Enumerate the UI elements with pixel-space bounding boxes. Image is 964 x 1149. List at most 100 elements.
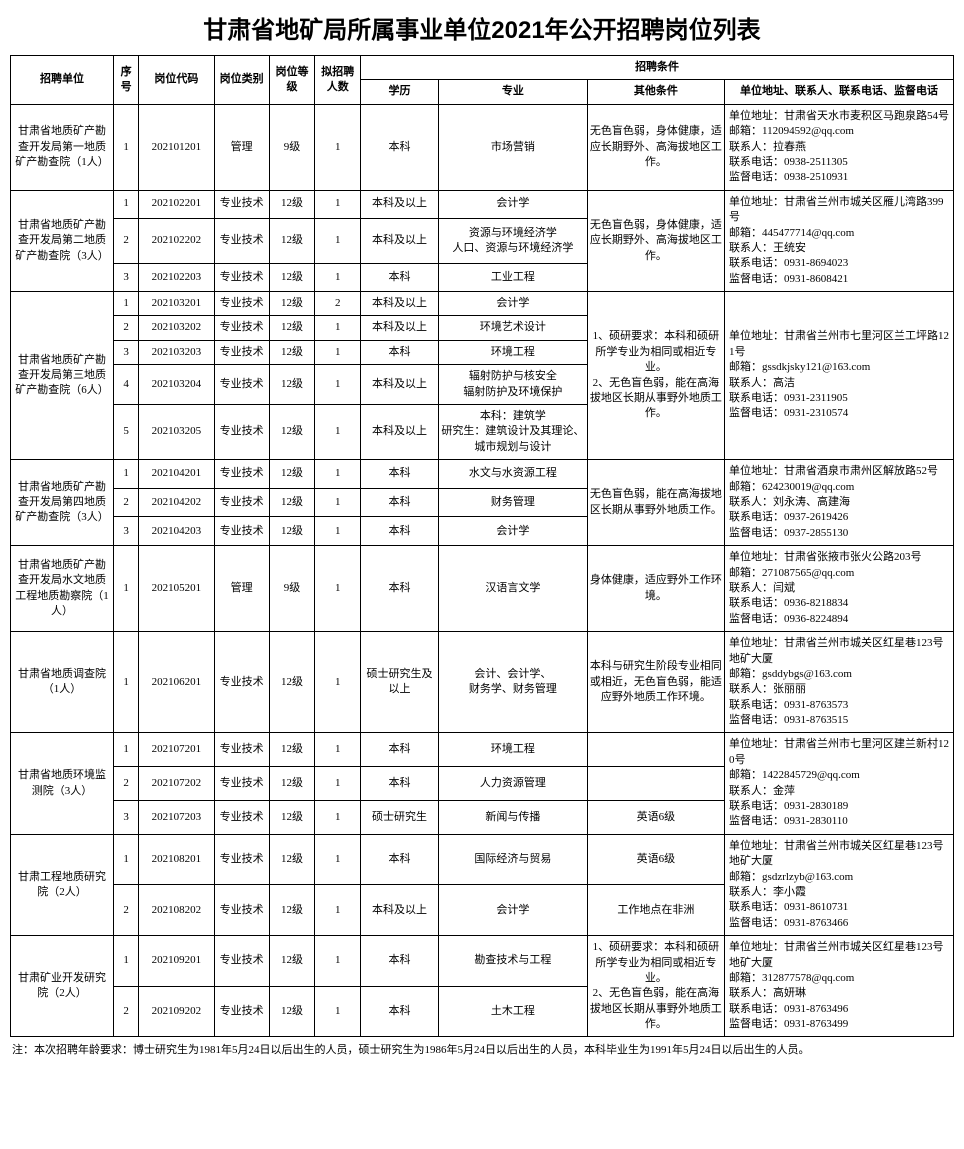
- cell-other: 1、硕研要求：本科和硕研所学专业为相同或相近专业。2、无色盲色弱，能在高海拔地区…: [587, 936, 724, 1037]
- cell-seq: 1: [113, 292, 138, 316]
- cell-level: 12级: [269, 733, 315, 767]
- cell-code: 202102201: [139, 190, 215, 218]
- header-row-1: 招聘单位 序号 岗位代码 岗位类别 岗位等级 拟招聘人数 招聘条件: [11, 56, 954, 80]
- cell-contact: 单位地址：甘肃省兰州市城关区红星巷123号地矿大厦邮箱：gsdzrlzyb@16…: [725, 834, 954, 935]
- cell-edu: 本科: [361, 834, 439, 885]
- cell-unit: 甘肃省地质矿产勘查开发局水文地质工程地质勘察院（1人）: [11, 546, 114, 632]
- cell-code: 202108201: [139, 834, 215, 885]
- cell-edu: 本科: [361, 460, 439, 489]
- cell-code: 202107201: [139, 733, 215, 767]
- cell-code: 202103201: [139, 292, 215, 316]
- cell-code: 202102202: [139, 218, 215, 264]
- th-code: 岗位代码: [139, 56, 215, 105]
- table-row: 甘肃工程地质研究院（2人）1202108201专业技术12级1本科国际经济与贸易…: [11, 834, 954, 885]
- cell-type: 专业技术: [214, 340, 269, 364]
- th-level: 岗位等级: [269, 56, 315, 105]
- th-contact: 单位地址、联系人、联系电话、监督电话: [725, 80, 954, 104]
- cell-major: 会计学: [438, 885, 587, 936]
- cell-code: 202103205: [139, 405, 215, 460]
- cell-count: 1: [315, 767, 361, 801]
- cell-seq: 2: [113, 986, 138, 1037]
- cell-seq: 1: [113, 460, 138, 489]
- cell-unit: 甘肃省地质调查院（1人）: [11, 632, 114, 733]
- cell-code: 202107203: [139, 801, 215, 835]
- cell-edu: 本科: [361, 767, 439, 801]
- cell-seq: 5: [113, 405, 138, 460]
- cell-unit: 甘肃矿业开发研究院（2人）: [11, 936, 114, 1037]
- th-count: 拟招聘人数: [315, 56, 361, 105]
- cell-count: 1: [315, 936, 361, 987]
- cell-major: 国际经济与贸易: [438, 834, 587, 885]
- cell-other: 1、硕研要求：本科和硕研所学专业为相同或相近专业。2、无色盲色弱，能在高海拔地区…: [587, 292, 724, 460]
- cell-count: 1: [315, 517, 361, 546]
- cell-unit: 甘肃省地质矿产勘查开发局第三地质矿产勘查院（6人）: [11, 292, 114, 460]
- cell-major: 人力资源管理: [438, 767, 587, 801]
- cell-type: 专业技术: [214, 264, 269, 292]
- cell-code: 202103202: [139, 316, 215, 340]
- table-row: 甘肃省地质矿产勘查开发局第一地质矿产勘查院（1人）1202101201管理9级1…: [11, 104, 954, 190]
- cell-level: 12级: [269, 632, 315, 733]
- cell-code: 202104202: [139, 488, 215, 517]
- cell-count: 1: [315, 365, 361, 405]
- cell-level: 12级: [269, 316, 315, 340]
- cell-seq: 2: [113, 767, 138, 801]
- cell-code: 202105201: [139, 546, 215, 632]
- cell-major: 会计学: [438, 517, 587, 546]
- cell-level: 12级: [269, 986, 315, 1037]
- cell-seq: 1: [113, 632, 138, 733]
- cell-seq: 1: [113, 936, 138, 987]
- th-conditions: 招聘条件: [361, 56, 954, 80]
- cell-code: 202109202: [139, 986, 215, 1037]
- cell-count: 1: [315, 340, 361, 364]
- cell-major: 工业工程: [438, 264, 587, 292]
- cell-count: 1: [315, 488, 361, 517]
- cell-edu: 本科: [361, 936, 439, 987]
- cell-edu: 本科: [361, 733, 439, 767]
- cell-edu: 硕士研究生: [361, 801, 439, 835]
- cell-edu: 本科及以上: [361, 292, 439, 316]
- table-row: 甘肃省地质调查院（1人）1202106201专业技术12级1硕士研究生及以上会计…: [11, 632, 954, 733]
- table-row: 甘肃矿业开发研究院（2人）1202109201专业技术12级1本科勘查技术与工程…: [11, 936, 954, 987]
- cell-code: 202103204: [139, 365, 215, 405]
- cell-other: 英语6级: [587, 801, 724, 835]
- cell-type: 专业技术: [214, 801, 269, 835]
- cell-major: 土木工程: [438, 986, 587, 1037]
- cell-count: 1: [315, 632, 361, 733]
- cell-seq: 2: [113, 488, 138, 517]
- cell-seq: 3: [113, 340, 138, 364]
- cell-major: 资源与环境经济学人口、资源与环境经济学: [438, 218, 587, 264]
- cell-other: 工作地点在非洲: [587, 885, 724, 936]
- cell-edu: 本科及以上: [361, 316, 439, 340]
- recruitment-table: 招聘单位 序号 岗位代码 岗位类别 岗位等级 拟招聘人数 招聘条件 学历 专业 …: [10, 55, 954, 1037]
- cell-level: 12级: [269, 365, 315, 405]
- table-row: 甘肃省地质矿产勘查开发局水文地质工程地质勘察院（1人）1202105201管理9…: [11, 546, 954, 632]
- cell-other: 本科与研究生阶段专业相同或相近，无色盲色弱，能适应野外地质工作环境。: [587, 632, 724, 733]
- th-other: 其他条件: [587, 80, 724, 104]
- cell-level: 12级: [269, 885, 315, 936]
- cell-count: 1: [315, 190, 361, 218]
- cell-major: 本科：建筑学研究生：建筑设计及其理论、城市规划与设计: [438, 405, 587, 460]
- cell-level: 12级: [269, 936, 315, 987]
- cell-edu: 本科及以上: [361, 885, 439, 936]
- cell-type: 专业技术: [214, 405, 269, 460]
- cell-major: 市场营销: [438, 104, 587, 190]
- cell-edu: 本科: [361, 517, 439, 546]
- cell-seq: 2: [113, 885, 138, 936]
- cell-type: 专业技术: [214, 488, 269, 517]
- cell-edu: 本科及以上: [361, 405, 439, 460]
- cell-edu: 本科及以上: [361, 365, 439, 405]
- cell-type: 专业技术: [214, 365, 269, 405]
- th-edu: 学历: [361, 80, 439, 104]
- cell-type: 专业技术: [214, 316, 269, 340]
- cell-level: 12级: [269, 218, 315, 264]
- cell-count: 1: [315, 316, 361, 340]
- cell-level: 12级: [269, 767, 315, 801]
- cell-level: 12级: [269, 834, 315, 885]
- cell-count: 1: [315, 801, 361, 835]
- cell-level: 12级: [269, 264, 315, 292]
- cell-level: 12级: [269, 405, 315, 460]
- cell-contact: 单位地址：甘肃省兰州市城关区红星巷123号地矿大厦邮箱：gsddybgs@163…: [725, 632, 954, 733]
- cell-type: 专业技术: [214, 292, 269, 316]
- cell-major: 环境工程: [438, 340, 587, 364]
- cell-type: 专业技术: [214, 460, 269, 489]
